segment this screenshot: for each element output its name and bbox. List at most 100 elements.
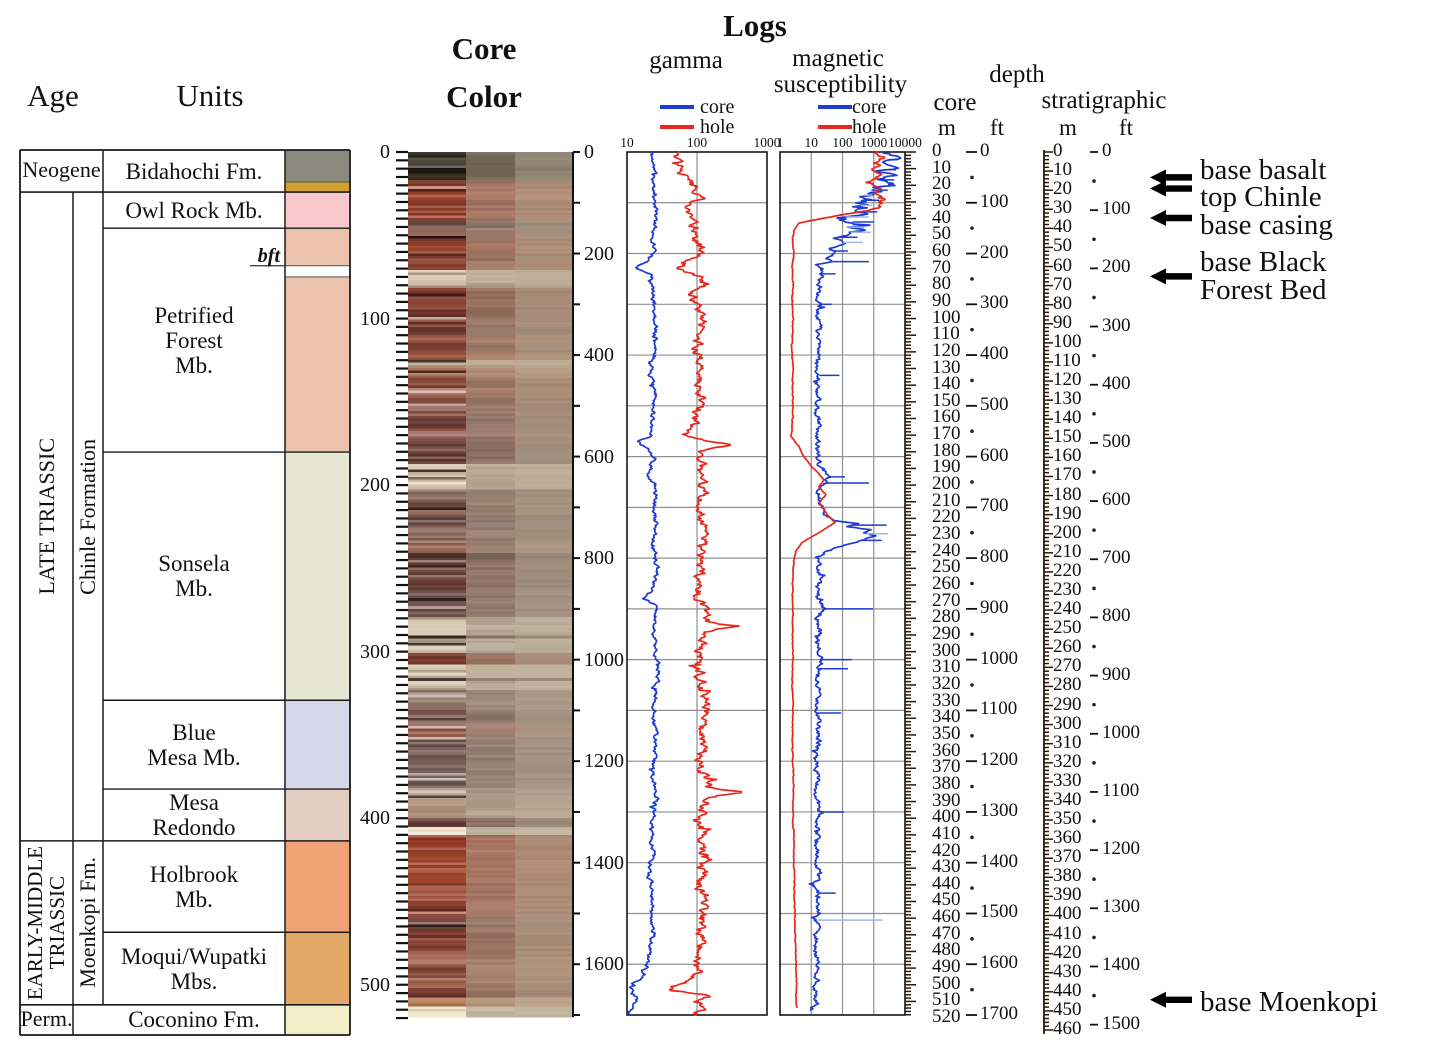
core-color-strip-c (408, 499, 466, 503)
core-color-strip-a (466, 852, 515, 856)
core-color-strip-a (466, 875, 515, 879)
core-color-strip-c (408, 937, 466, 941)
core-color-strip-a (466, 624, 515, 628)
core-color-strip-a (466, 956, 515, 960)
core-color-strip-b (515, 269, 573, 273)
core-color-strip-b (515, 970, 573, 974)
core-color-strip-b (515, 293, 573, 297)
strat-depth-m-label: 360 (1053, 827, 1082, 849)
core-color-strip-c (408, 220, 466, 224)
core-color-strip-a (466, 827, 515, 831)
core-color-strip-b (515, 177, 573, 181)
core-color-strip-b (515, 598, 573, 602)
core-depth-ft-label: 1300 (980, 799, 1018, 821)
core-color-m-label: 100 (360, 307, 390, 330)
core-color-strip-c (408, 793, 466, 797)
core-color-strip-a (466, 250, 515, 255)
core-color-strip-a (466, 329, 515, 333)
core-color-strip-c (408, 890, 466, 894)
core-color-strip-c (408, 253, 466, 257)
core-color-strip-c (408, 808, 466, 812)
core-color-strip-b (515, 847, 573, 851)
core-color-strip-b (515, 220, 573, 224)
core-color-strip-a (466, 461, 515, 465)
core-color-strip-a (466, 598, 515, 602)
strat-ft-half-dot (1092, 353, 1096, 358)
core-color-strip-b (515, 456, 573, 460)
core-color-strip-c (408, 635, 466, 639)
core-color-strip-c (408, 880, 466, 884)
core-color-strip-a (466, 983, 515, 987)
core-color-strip-b (515, 530, 573, 534)
core-color-strip-a (466, 803, 515, 807)
unit-color-swatch (285, 1004, 350, 1035)
core-color-strip-c (408, 980, 466, 984)
core-depth-m-label: 310 (932, 656, 961, 678)
core-color-strip-b (515, 590, 573, 594)
core-color-strip-c (408, 210, 466, 214)
core-color-strip-b (515, 553, 573, 556)
core-color-strip-a (466, 492, 515, 496)
core-color-strip-c (408, 337, 466, 341)
core-color-strip-a (466, 243, 515, 247)
core-color-m-label: 300 (360, 640, 390, 663)
core-color-strip-a (466, 617, 515, 621)
core-color-strip-c (408, 451, 466, 455)
core-color-strip-a (466, 877, 515, 881)
plot-frame (779, 151, 906, 1016)
core-color-strip-b (515, 675, 573, 679)
core-color-strip-a (466, 850, 515, 854)
core-depth-m-label: 330 (932, 689, 961, 711)
core-color-strip-a (466, 707, 515, 711)
core-color-strip-a (466, 865, 515, 869)
core-color-strip-a (466, 749, 515, 753)
core-color-strip-a (466, 334, 515, 338)
strat-depth-m-label: 310 (1053, 731, 1082, 753)
strat-depth-m-label: 260 (1053, 636, 1082, 658)
core-color-strip-b (515, 985, 573, 989)
core-color-strip-c (408, 972, 466, 976)
core-color-strip-c (408, 906, 466, 910)
core-color-strip-a (466, 223, 515, 227)
core-color-strip-c (408, 990, 466, 994)
core-color-strip-a (466, 834, 515, 838)
annotation-base-casing: base casing (1200, 209, 1333, 242)
core-color-strip-c (408, 1009, 466, 1013)
gamma-legend-hole-label: hole (700, 116, 735, 138)
core-color-strip-a (466, 212, 515, 216)
core-color-strip-a (466, 824, 515, 828)
core-color-strip-a (466, 154, 515, 158)
strat-ft-half-dot (1092, 877, 1096, 882)
core-color-strip-a (466, 352, 515, 356)
core-color-strip-c (408, 997, 466, 1002)
core-color-strip-c (408, 709, 466, 714)
core-color-strip-a (466, 793, 515, 797)
core-color-strip-c (408, 1014, 466, 1018)
core-color-strip-b (515, 592, 573, 596)
core-color-strip-a (466, 739, 515, 743)
strat-depth-ft-label: 700 (1102, 547, 1131, 569)
core-color-strip-b (515, 757, 573, 761)
core-color-strip-a (466, 504, 515, 508)
core-color-strip-a (466, 752, 515, 756)
core-color-strip-b (515, 803, 573, 807)
core-color-strip-c (408, 385, 466, 389)
core-color-strip-c (408, 245, 466, 249)
core-color-strip-b (515, 680, 573, 684)
core-color-strip-b (515, 288, 573, 292)
core-color-strip-b (515, 154, 573, 158)
core-color-strip-b (515, 875, 573, 879)
core-color-axes (396, 150, 580, 1020)
age-label-vertical: Chinle Formation (73, 192, 103, 841)
core-color-strip-c (408, 951, 466, 955)
core-color-strip-b (515, 977, 573, 981)
core-color-strip-b (515, 658, 573, 663)
core-depth-m-label: 520 (932, 1006, 961, 1028)
core-color-strip-a (466, 441, 515, 445)
core-color-strip-b (515, 935, 573, 939)
core-ft-half-dot (970, 987, 974, 992)
strat-depth-m-label: 50 (1053, 235, 1072, 257)
unit-label: Sonsela Mb. (158, 551, 230, 602)
